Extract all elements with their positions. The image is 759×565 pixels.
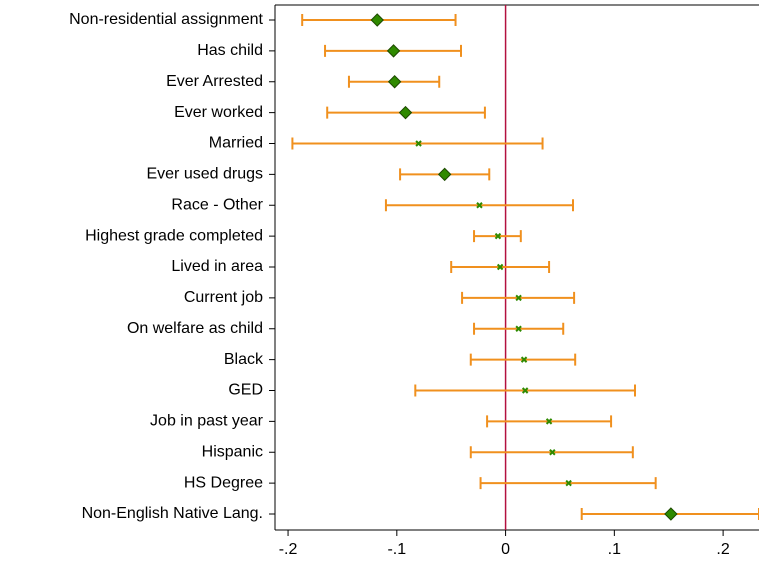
point-x xyxy=(545,418,553,425)
x-tick-label: .2 xyxy=(716,541,729,558)
point-diamond xyxy=(387,75,402,89)
point-x xyxy=(549,449,556,456)
point-x xyxy=(476,202,483,209)
x-tick-label: .1 xyxy=(608,541,621,558)
y-tick-label: On welfare as child xyxy=(127,320,263,337)
y-tick-label: Married xyxy=(209,135,263,152)
y-tick-label: Current job xyxy=(184,289,263,306)
y-tick-label: Has child xyxy=(197,42,263,59)
point-diamond xyxy=(398,105,413,120)
point-diamond xyxy=(386,44,401,58)
y-tick-label: GED xyxy=(228,382,263,399)
y-tick-label: Hispanic xyxy=(202,443,263,460)
point-x xyxy=(415,140,422,147)
y-tick-label: HS Degree xyxy=(184,474,263,491)
y-tick-label: Highest grade completed xyxy=(85,227,263,244)
y-tick-label: Non-English Native Lang. xyxy=(82,505,263,522)
point-diamond xyxy=(370,13,384,27)
point-x xyxy=(520,356,528,363)
point-x xyxy=(565,479,572,487)
y-tick-label: Ever used drugs xyxy=(146,166,263,183)
point-x xyxy=(521,387,529,394)
point-x xyxy=(496,263,504,271)
point-diamond xyxy=(664,507,678,521)
x-tick-label: -.2 xyxy=(279,541,298,558)
point-x xyxy=(515,325,522,332)
point-diamond xyxy=(437,167,452,182)
y-tick-label: Lived in area xyxy=(171,258,263,275)
y-tick-label: Ever Arrested xyxy=(166,73,263,90)
y-tick-label: Race - Other xyxy=(171,196,263,213)
point-x xyxy=(515,294,522,302)
point-x xyxy=(494,232,502,240)
y-tick-label: Non-residential assignment xyxy=(69,11,263,28)
x-tick-label: 0 xyxy=(501,541,510,558)
x-tick-label: -.1 xyxy=(387,541,406,558)
y-tick-label: Ever worked xyxy=(174,104,263,121)
y-tick-label: Black xyxy=(224,351,264,368)
y-tick-label: Job in past year xyxy=(150,413,264,430)
